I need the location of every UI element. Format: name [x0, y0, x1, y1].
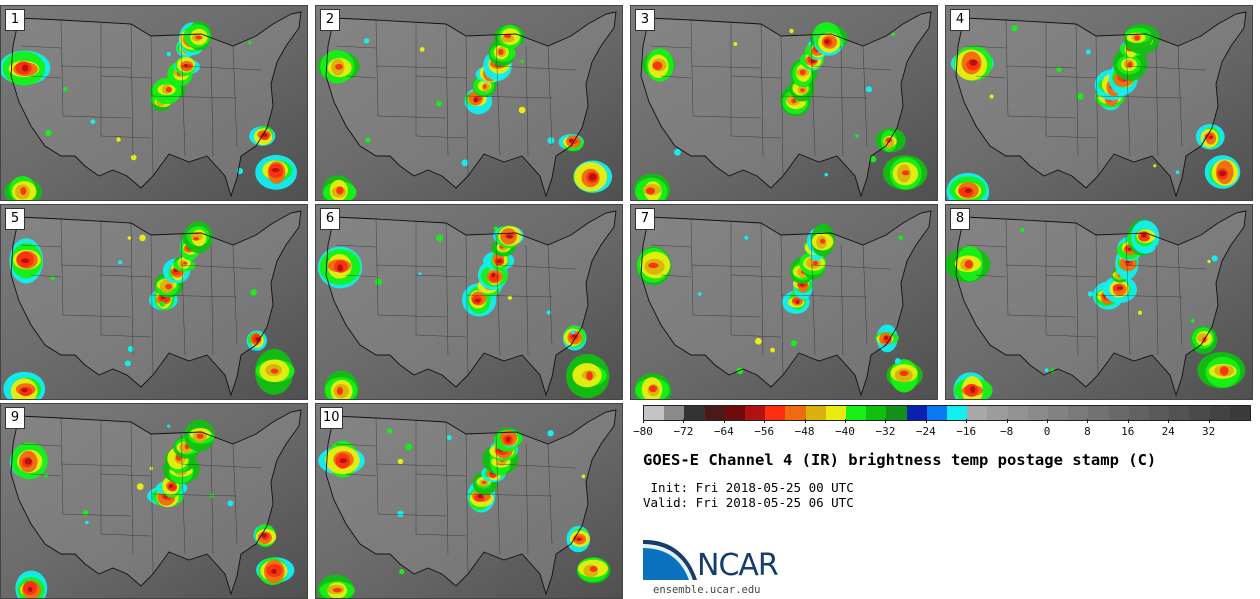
satellite-map-image	[1, 6, 307, 200]
panel-number-label: 2	[320, 9, 340, 31]
colorbar-tick-mark	[1087, 419, 1089, 423]
colorbar-tick-mark	[1047, 419, 1048, 423]
colorbar-tick-mark	[683, 419, 685, 423]
colorbar-segment	[805, 406, 826, 420]
colorbar-segment	[866, 406, 887, 420]
postage-stamp-panel: 1	[0, 5, 308, 201]
satellite-map-image	[316, 6, 622, 200]
figure-title: GOES-E Channel 4 (IR) brightness temp po…	[643, 451, 1157, 469]
colorbar-tick-mark	[643, 419, 644, 423]
postage-stamp-panel: 6	[315, 204, 623, 400]
colorbar-segment	[704, 406, 725, 420]
colorbar-segment	[987, 406, 1008, 420]
colorbar-segment	[967, 406, 988, 420]
satellite-map-image	[316, 205, 622, 399]
colorbar-tick-label: 16	[1121, 425, 1135, 438]
postage-stamp-panel: 9	[0, 403, 308, 599]
colorbar-segment	[886, 406, 907, 420]
colorbar-tick-mark	[1168, 419, 1170, 423]
colorbar-tick-label: 32	[1201, 425, 1216, 438]
colorbar-segment	[724, 406, 746, 420]
colorbar-segment	[1189, 406, 1210, 420]
colorbar-segment	[1048, 406, 1069, 420]
colorbar-segment	[926, 406, 948, 420]
postage-stamp-panel: 5	[0, 204, 308, 400]
site-url: ensemble.ucar.edu	[653, 584, 761, 596]
colorbar-tick-mark	[925, 419, 927, 423]
colorbar-tick-mark	[723, 419, 725, 423]
colorbar-tick-mark	[764, 419, 766, 423]
colorbar-segment	[785, 406, 806, 420]
colorbar-tick-label: −32	[875, 425, 896, 438]
panel-number-label: 6	[320, 208, 340, 230]
colorbar-segment	[906, 406, 927, 420]
colorbar-tick-label: 0	[1043, 425, 1051, 438]
colorbar-ticks: −80 −72 −64 −56 −48 −40 −32 −24 −16 −8 0 8 16 24 32	[633, 419, 1249, 441]
colorbar-segment	[765, 406, 786, 420]
panel-number-label: 9	[5, 407, 25, 429]
colorbar-tick-mark	[804, 419, 806, 423]
colorbar-segment	[1209, 406, 1230, 420]
colorbar-segment	[1149, 406, 1170, 420]
colorbar-tick-mark	[1127, 419, 1129, 423]
colorbar-tick-mark	[845, 419, 846, 423]
colorbar-segment	[1229, 406, 1251, 420]
colorbar-segment	[745, 406, 766, 420]
postage-stamp-panel: 2	[315, 5, 623, 201]
panel-number-label: 5	[5, 208, 25, 230]
colorbar-tick-label: 8	[1084, 425, 1091, 438]
ncar-logo-text: NCAR	[697, 548, 779, 583]
panel-number-label: 1	[5, 9, 25, 31]
colorbar-segment	[664, 406, 685, 420]
postage-stamp-panel: 7	[630, 204, 938, 400]
init-time: Init: Fri 2018-05-25 00 UTC	[643, 480, 854, 495]
colorbar-segment	[947, 406, 968, 420]
colorbar-segment	[1027, 406, 1049, 420]
colorbar-segment	[684, 406, 705, 420]
valid-time: Valid: Fri 2018-05-25 06 UTC	[643, 495, 854, 510]
colorbar-tick-label: −16	[956, 425, 977, 438]
colorbar-segment	[1068, 406, 1089, 420]
colorbar-tick-label: −80	[633, 425, 653, 438]
colorbar-segment	[1007, 406, 1028, 420]
colorbar-tick-label: −56	[754, 425, 775, 438]
colorbar-tick-label: −40	[835, 425, 855, 438]
colorbar-segment	[644, 406, 665, 420]
colorbar-segment	[1169, 406, 1190, 420]
panel-number-label: 10	[320, 407, 343, 429]
colorbar-tick-label: −24	[915, 425, 936, 438]
panel-number-label: 7	[635, 208, 655, 230]
colorbar-segment	[1108, 406, 1129, 420]
colorbar-tick-label: −8	[999, 425, 1014, 438]
colorbar-segment	[825, 406, 847, 420]
postage-stamp-panel: 10	[315, 403, 623, 599]
panel-number-label: 4	[950, 9, 970, 31]
colorbar-tick-mark	[1208, 419, 1210, 423]
colorbar-tick-label: 24	[1161, 425, 1175, 438]
satellite-map-image	[316, 404, 622, 598]
colorbar-tick-mark	[885, 419, 887, 423]
colorbar-tick-mark	[966, 419, 968, 423]
colorbar-segment	[1088, 406, 1109, 420]
satellite-map-image	[1, 205, 307, 399]
postage-stamp-panel: 3	[630, 5, 938, 201]
colorbar-tick-label: −48	[794, 425, 815, 438]
postage-stamp-panel: 4	[945, 5, 1253, 201]
colorbar-segment	[846, 406, 867, 420]
satellite-map-image	[1, 404, 307, 598]
satellite-map-image	[631, 205, 937, 399]
colorbar-tick-label: −72	[673, 425, 694, 438]
colorbar-tick-mark	[1006, 419, 1008, 423]
satellite-map-image	[631, 6, 937, 200]
colorbar-tick-label: −64	[713, 425, 734, 438]
ncar-logo-icon	[643, 540, 697, 580]
panel-number-label: 3	[635, 9, 655, 31]
colorbar-segment	[1128, 406, 1150, 420]
satellite-map-image	[946, 6, 1252, 200]
postage-stamp-panel: 8	[945, 204, 1253, 400]
satellite-map-image	[946, 205, 1252, 399]
colorbar	[643, 405, 1251, 421]
panel-number-label: 8	[950, 208, 970, 230]
